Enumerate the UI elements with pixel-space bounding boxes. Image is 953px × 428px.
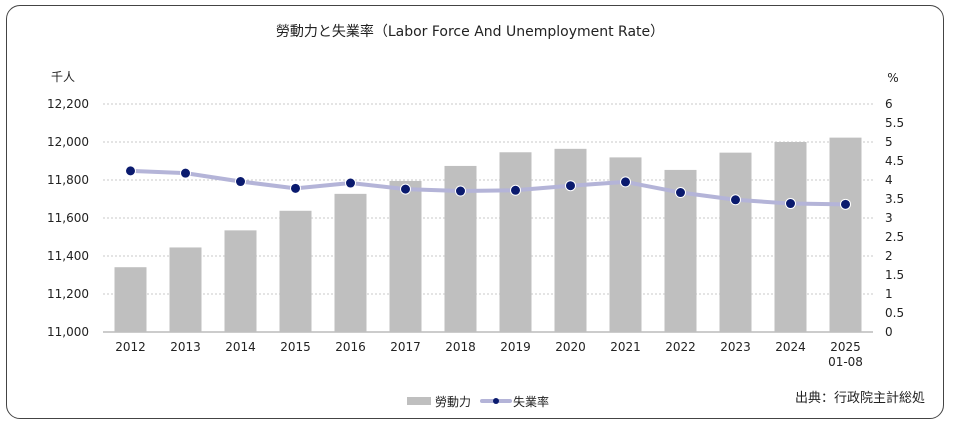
left-tick-label: 12,200: [47, 97, 89, 111]
left-tick-label: 11,400: [47, 249, 89, 263]
bar: [719, 152, 752, 332]
x-tick-label: 2021: [610, 340, 641, 354]
unemployment-point: [125, 165, 136, 177]
unemployment-point: [455, 185, 466, 197]
left-tick-label: 11,200: [47, 287, 89, 301]
bar: [829, 137, 862, 332]
bar: [499, 152, 532, 332]
right-axis-unit: %: [887, 71, 898, 85]
unemployment-point: [675, 187, 686, 199]
unemployment-line: [128, 168, 848, 207]
legend-label-bar: 勞動力: [435, 395, 471, 409]
right-tick-label: 6: [885, 97, 893, 111]
unemployment-point: [785, 198, 796, 210]
unemployment-point: [345, 177, 356, 189]
chart-title: 勞動力と失業率（Labor Force And Unemployment Rat…: [276, 23, 664, 40]
bar: [224, 230, 257, 332]
x-tick-label: 2012: [115, 340, 146, 354]
right-tick-label: 4: [885, 173, 893, 187]
right-tick-label: 3: [885, 211, 893, 225]
right-tick-label: 3.5: [885, 192, 904, 206]
unemployment-point: [290, 182, 301, 194]
left-tick-label: 11,600: [47, 211, 89, 225]
left-tick-label: 11,000: [47, 325, 89, 339]
unemployment-point: [510, 184, 521, 196]
bar-series: [114, 137, 862, 332]
source-note: 出典：行政院主計総処: [795, 390, 925, 406]
left-tick-label: 11,800: [47, 173, 89, 187]
unemployment-point: [400, 183, 411, 195]
line-series: [125, 165, 851, 210]
x-tick-label: 2018: [445, 340, 476, 354]
unemployment-point: [235, 176, 246, 188]
x-tick-label: 2024: [775, 340, 806, 354]
unemployment-point: [840, 198, 851, 210]
right-axis-ticks: 0 0.5 1 1.5 2 2.5 3 3.5 4 4.5 5 5.5 6: [885, 97, 904, 339]
legend: 勞動力 失業率: [407, 394, 549, 409]
x-tick-label: 2023: [720, 340, 751, 354]
x-tick-label: 2016: [335, 340, 366, 354]
x-tick-label: 2020: [555, 340, 586, 354]
bar: [334, 193, 367, 332]
bar: [774, 142, 807, 332]
left-tick-label: 12,000: [47, 135, 89, 149]
right-tick-label: 5.5: [885, 116, 904, 130]
bar: [554, 148, 587, 332]
bar: [114, 267, 147, 332]
left-axis-unit: 千人: [51, 70, 75, 84]
x-tick-label: 2017: [390, 340, 421, 354]
bar: [169, 247, 202, 332]
unemployment-point: [730, 194, 741, 206]
bar: [389, 180, 422, 332]
x-tick-label: 2022: [665, 340, 696, 354]
x-tick-label: 2015: [280, 340, 311, 354]
unemployment-point: [180, 167, 191, 179]
right-tick-label: 5: [885, 135, 893, 149]
right-tick-label: 0.5: [885, 306, 904, 320]
x-tick-label: 2013: [170, 340, 201, 354]
unemployment-point: [620, 176, 631, 188]
gridlines: [103, 103, 873, 333]
right-tick-label: 0: [885, 325, 893, 339]
right-tick-label: 1: [885, 287, 893, 301]
x-tick-label: 2025 01-08: [828, 340, 863, 369]
right-tick-label: 4.5: [885, 154, 904, 168]
right-tick-label: 2.5: [885, 230, 904, 244]
legend-label-line: 失業率: [513, 394, 549, 409]
legend-swatch-marker: [493, 398, 499, 404]
left-axis-ticks: 11,000 11,200 11,400 11,600 11,800 12,000 12,2…: [47, 97, 89, 339]
x-axis-ticks: 2012 2013 2014 2015 2016 2017 2018 2019 2020 2021…: [115, 340, 863, 369]
x-tick-label: 2014: [225, 340, 256, 354]
x-tick-label: 2019: [500, 340, 531, 354]
right-tick-label: 2: [885, 249, 893, 263]
right-tick-label: 1.5: [885, 268, 904, 282]
unemployment-point: [565, 180, 576, 192]
bar: [279, 210, 312, 332]
legend-swatch-bar: [407, 397, 431, 405]
